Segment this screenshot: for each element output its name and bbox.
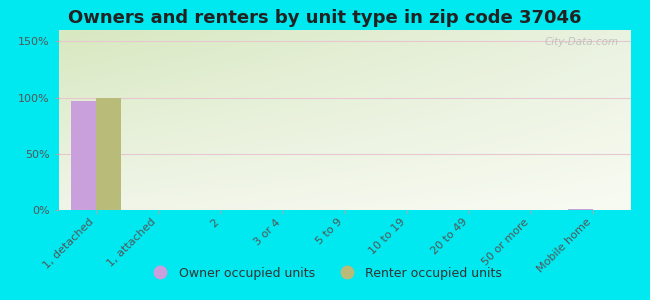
Bar <box>71 101 96 210</box>
Bar <box>96 98 121 210</box>
Bar <box>568 209 593 210</box>
Text: Owners and renters by unit type in zip code 37046: Owners and renters by unit type in zip c… <box>68 9 582 27</box>
Legend: Owner occupied units, Renter occupied units: Owner occupied units, Renter occupied un… <box>143 262 507 285</box>
Text: City-Data.com: City-Data.com <box>545 37 619 47</box>
